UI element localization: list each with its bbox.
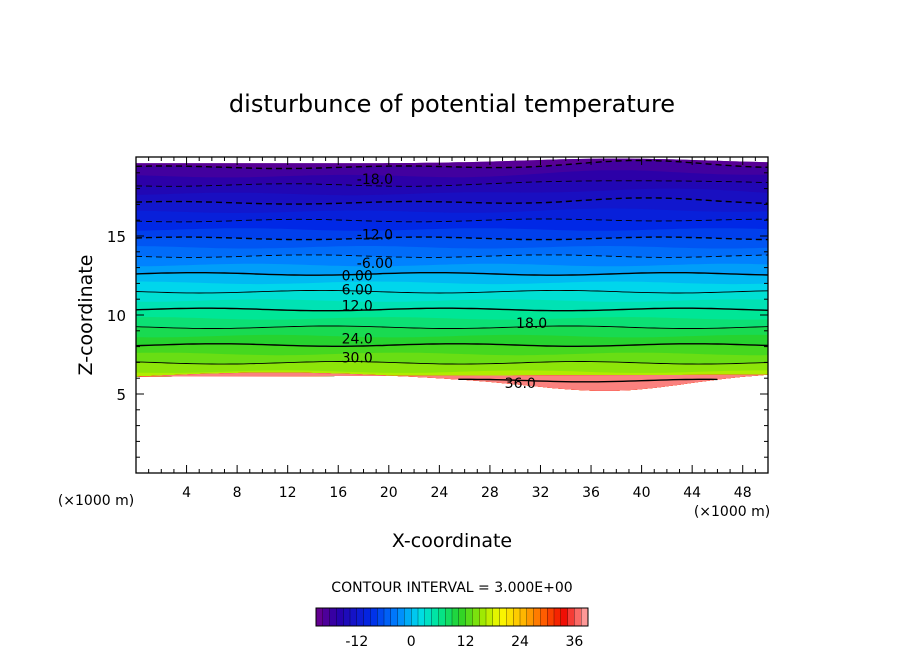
x-tick-label: 36 xyxy=(582,485,600,501)
colorbar-segment xyxy=(322,607,331,627)
colorbar-segment xyxy=(343,607,351,627)
colorbar-segment xyxy=(370,607,378,627)
colorbar-segment xyxy=(438,607,446,627)
plot-area xyxy=(136,157,768,473)
colorbar-segment xyxy=(356,607,365,627)
colorbar-segment xyxy=(336,607,344,627)
y-axis-label: Z-coordinate xyxy=(75,255,97,376)
contour-line xyxy=(136,197,768,205)
colorbar-segment xyxy=(479,607,487,627)
colorbar-segment xyxy=(383,607,392,627)
colorbar-segment xyxy=(526,607,535,627)
contour-label: 18.0 xyxy=(516,316,547,332)
colorbar xyxy=(315,607,589,627)
contour-label: 6.00 xyxy=(342,283,373,299)
colorbar-segment xyxy=(533,607,541,627)
colorbar-tick-label: 24 xyxy=(511,634,529,650)
contour-label: 24.0 xyxy=(342,332,373,348)
colorbar-segment xyxy=(315,607,324,627)
contour-label: 30.0 xyxy=(342,351,373,367)
x-tick-label: 16 xyxy=(329,485,347,501)
colorbar-segment xyxy=(499,607,507,627)
x-axis-label: X-coordinate xyxy=(392,530,512,552)
colorbar-segment xyxy=(581,607,589,627)
x-tick-label: 32 xyxy=(532,485,550,501)
contour-line xyxy=(136,361,768,365)
colorbar-segment xyxy=(377,607,385,627)
colorbar-segment xyxy=(417,607,426,627)
colorbar-segment xyxy=(451,607,460,627)
colorbar-segment xyxy=(349,607,358,627)
colorbar-segment xyxy=(458,607,467,627)
contour-label: -18.0 xyxy=(357,172,393,188)
x-tick-label: 48 xyxy=(734,485,752,501)
colorbar-segment xyxy=(411,607,419,627)
contour-interval-label: CONTOUR INTERVAL = 3.000E+00 xyxy=(331,580,572,596)
colorbar-segment xyxy=(465,607,473,627)
colorbar-segment xyxy=(329,607,337,627)
x-tick-label: 8 xyxy=(233,485,242,501)
colorbar-segment xyxy=(492,607,501,627)
contour-line xyxy=(136,254,768,258)
x-tick-label: 4 xyxy=(182,485,191,501)
colorbar-segment xyxy=(553,607,562,627)
contour-line xyxy=(458,378,718,383)
contour-line xyxy=(136,325,768,329)
contour-label: 12.0 xyxy=(342,299,373,315)
x-tick-label: 24 xyxy=(430,485,448,501)
contour-line xyxy=(136,307,768,312)
colorbar-segment xyxy=(506,607,514,627)
colorbar-segment xyxy=(560,607,569,627)
colorbar-segment xyxy=(404,607,412,627)
chart-title: disturbunce of potential temperature xyxy=(229,90,675,118)
contour-line xyxy=(136,343,768,347)
x-tick-label: 20 xyxy=(380,485,398,501)
contour-label: -6.00 xyxy=(357,256,393,272)
colorbar-segment xyxy=(445,607,453,627)
colorbar-tick-label: 0 xyxy=(407,634,416,650)
colorbar-segment xyxy=(424,607,433,627)
contour-line xyxy=(136,236,768,241)
colorbar-segment xyxy=(472,607,480,627)
colorbar-segment xyxy=(513,607,521,627)
y-tick-label: 10 xyxy=(107,307,126,325)
colorbar-segment xyxy=(519,607,528,627)
colorbar-tick-label: -12 xyxy=(345,634,368,650)
x-tick-label: 28 xyxy=(481,485,499,501)
x-tick-label: 44 xyxy=(683,485,701,501)
contour-line xyxy=(136,180,768,187)
colorbar-segment xyxy=(547,607,555,627)
contour-line xyxy=(136,159,768,170)
colorbar-tick-label: 36 xyxy=(565,634,583,650)
colorbar-frame xyxy=(315,607,589,627)
colorbar-segment xyxy=(390,607,399,627)
colorbar-tick-label: 12 xyxy=(457,634,475,650)
colorbar-segment xyxy=(574,607,582,627)
contour-line xyxy=(136,218,768,223)
contour-label: 36.0 xyxy=(505,376,536,392)
x-unit-label-right: (×1000 m) xyxy=(694,504,770,520)
x-tick-label: 40 xyxy=(633,485,651,501)
colorbar-segment xyxy=(540,607,548,627)
contour-line xyxy=(136,272,768,276)
x-tick-label: 12 xyxy=(279,485,297,501)
contour-label: 0.00 xyxy=(342,269,373,285)
x-unit-label-left: (×1000 m) xyxy=(58,493,134,509)
colorbar-segment xyxy=(363,607,371,627)
y-tick-label: 5 xyxy=(116,386,126,404)
colorbar-segment xyxy=(567,607,575,627)
colorbar-segment xyxy=(397,607,405,627)
contour-line xyxy=(136,289,768,294)
colorbar-segment xyxy=(431,607,439,627)
colorbar-segment xyxy=(485,607,494,627)
contour-label: -12.0 xyxy=(357,227,393,243)
y-tick-label: 15 xyxy=(107,228,126,246)
